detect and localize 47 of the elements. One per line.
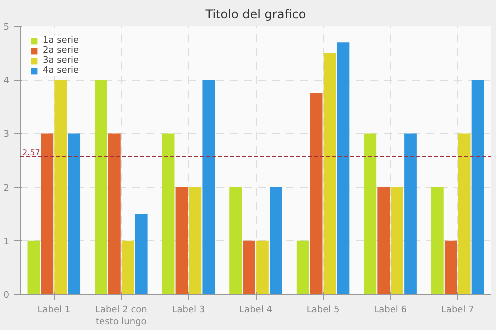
x-tick-label: Label 4: [240, 306, 273, 316]
x-tick-label: Label 7: [441, 306, 474, 316]
bar: [337, 42, 350, 294]
bar: [41, 134, 54, 294]
y-tick-label: 5: [4, 23, 10, 33]
bar: [135, 214, 148, 294]
bar: [270, 187, 282, 294]
bar: [364, 134, 377, 294]
legend-label: 3a serie: [43, 56, 80, 66]
bar: [256, 240, 269, 294]
bar: [472, 80, 484, 294]
bar: [202, 80, 216, 294]
bar: [458, 134, 471, 294]
bar: [176, 187, 188, 294]
y-tick-label: 0: [4, 291, 10, 301]
bar: [391, 187, 404, 294]
ref-line-label: 2.57: [22, 148, 40, 158]
x-tick-label: Label 2 con testo lungo: [95, 306, 148, 328]
bar: [324, 53, 336, 294]
bar: [28, 240, 40, 294]
x-tick-label: Label 1: [38, 306, 71, 316]
bar: [378, 187, 390, 294]
bar: [404, 134, 417, 294]
y-tick-label: 2: [4, 184, 10, 194]
bar: [296, 240, 310, 294]
bar: [122, 240, 134, 294]
chart-title: Titolo del grafico: [204, 8, 306, 22]
bar: [230, 187, 242, 294]
bar: [431, 187, 444, 294]
bar: [95, 80, 108, 294]
bar: [444, 240, 458, 294]
x-tick-label: Label 6: [374, 306, 408, 316]
bar: [68, 134, 81, 294]
bar: [54, 80, 68, 294]
bar: [108, 134, 121, 294]
x-tick-label: Label 5: [306, 306, 340, 316]
y-tick-label: 4: [4, 76, 10, 87]
x-tick-label: Label 3: [172, 306, 206, 316]
bar: [310, 94, 323, 294]
y-tick-label: 3: [4, 130, 10, 140]
bar: [243, 240, 256, 294]
y-tick-label: 1: [4, 237, 10, 248]
bar: [162, 134, 175, 294]
legend-label: 2a serie: [43, 46, 80, 56]
legend-label: 1a serie: [43, 36, 80, 46]
bar: [189, 187, 202, 294]
legend-label: 4a serie: [43, 66, 80, 76]
